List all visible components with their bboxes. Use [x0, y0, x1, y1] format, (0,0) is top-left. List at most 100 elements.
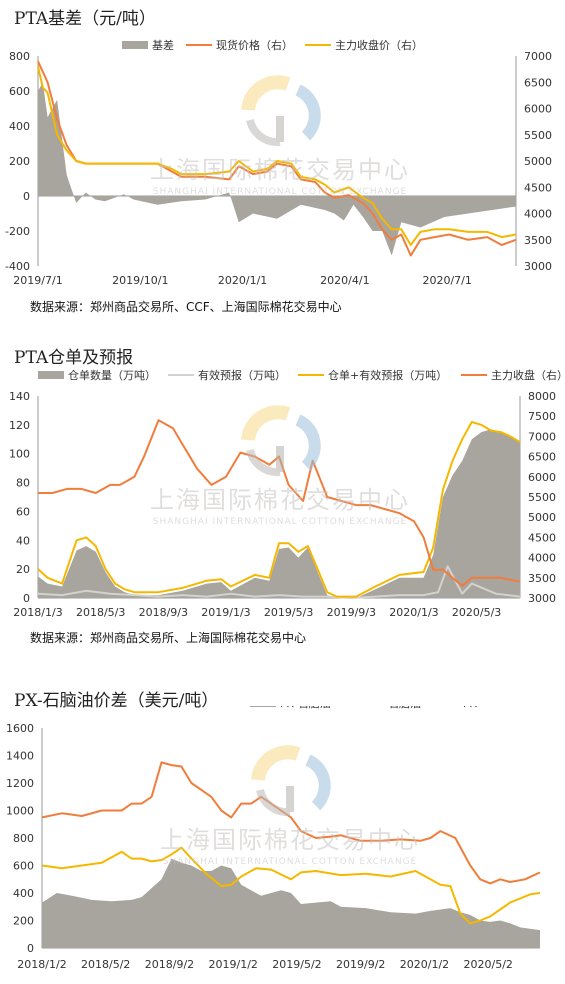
y-left-tick-label: 200 — [9, 155, 30, 168]
chart2-title: PTA仓单及预报 — [14, 348, 134, 368]
legend-label: PX — [463, 706, 478, 710]
y-left-tick-label: 600 — [9, 85, 30, 98]
legend-swatch-area — [122, 41, 148, 49]
y-left-tick-label: 400 — [13, 887, 34, 900]
y-right-tick-label: 6500 — [528, 451, 556, 464]
y-right-tick-label: 7500 — [528, 410, 556, 423]
x-tick-label: 2018/1/2 — [17, 958, 66, 971]
y-right-tick-label: 5000 — [528, 511, 556, 524]
chart1-source: 数据来源：郑州商品交易所、CCF、上海国际棉花交易中心 — [30, 300, 342, 314]
x-tick-label: 2019/5/3 — [264, 606, 313, 619]
y-right-tick-label: 6500 — [524, 76, 552, 89]
x-tick-label: 2019/5/2 — [272, 958, 321, 971]
legend-label: 仓单数量（万吨） — [68, 368, 156, 382]
y-left-tick-label: 1200 — [6, 777, 34, 790]
chart1-basis-chart: 800 600 400 200 0 -200 -400 7000 6500 6000 5500 500… — [5, 38, 552, 287]
chart1-title: PTA基差（元/吨） — [14, 9, 156, 29]
y-left-tick-label: 140 — [9, 390, 30, 403]
x-tick-label: 2018/9/3 — [139, 606, 188, 619]
legend-label: 现货价格（右） — [216, 38, 293, 52]
chart2-warehouse-chart: 140 120 100 80 60 40 20 0 8000 7500 7000 6500 6000 55… — [9, 368, 565, 619]
x-tick-label: 2018/5/3 — [76, 606, 125, 619]
x-tick-label: 2020/5/2 — [464, 958, 513, 971]
watermark-logo-gray-arc — [246, 118, 281, 147]
x-tick-label: 2020/1/3 — [389, 606, 438, 619]
y-right-tick-label: 5500 — [524, 129, 552, 142]
y-right-tick-label: 7000 — [524, 50, 552, 63]
watermark-logo-blue-arc — [295, 84, 321, 141]
legend-swatch-area — [38, 371, 64, 379]
y-right-tick-label: 7000 — [528, 430, 556, 443]
y-right-tick-label: 3500 — [524, 234, 552, 247]
y-left-tick-label: -400 — [5, 260, 30, 273]
y-right-tick-label: 3000 — [528, 592, 556, 605]
watermark-logo-yellow-arc — [241, 75, 291, 111]
x-tick-label: 2020/5/3 — [452, 606, 501, 619]
watermark-logo-blue-arc — [305, 754, 331, 811]
y-left-tick-label: 120 — [9, 419, 30, 432]
x-tick-label: 2018/5/2 — [81, 958, 130, 971]
chart3-title: PX-石脑油价差（美元/吨） — [14, 691, 219, 711]
series-area-0 — [38, 429, 520, 598]
watermark-logo-trunk — [276, 446, 284, 472]
x-tick-label: 2020/4/1 — [320, 274, 369, 287]
legend-label: 基差 — [152, 38, 174, 52]
y-right-tick-label: 4500 — [524, 181, 552, 194]
y-right-tick-label: 8000 — [528, 390, 556, 403]
y-right-tick-label: 3500 — [528, 572, 556, 585]
y-left-tick-label: 60 — [16, 505, 30, 518]
y-left-tick-label: 400 — [9, 120, 30, 133]
y-left-tick-label: 1000 — [6, 805, 34, 818]
series-line-1 — [41, 846, 541, 925]
y-right-tick-label: 5500 — [528, 491, 556, 504]
x-tick-label: 2019/1/3 — [201, 606, 250, 619]
legend-swatch-area — [250, 706, 276, 707]
series-line-2 — [37, 421, 521, 598]
legend-label: PX-石脑油 — [280, 706, 331, 710]
x-tick-label: 2018/9/2 — [145, 958, 194, 971]
y-left-tick-label: 20 — [16, 563, 30, 576]
y-left-tick-label: 40 — [16, 534, 30, 547]
watermark-text-cn: 上海国际棉花交易中心 — [160, 826, 420, 854]
x-tick-label: 2020/1/1 — [218, 274, 267, 287]
y-left-tick-label: 1400 — [6, 750, 34, 763]
watermark-logo-trunk — [286, 786, 294, 812]
series-area-0 — [42, 858, 540, 948]
y-left-tick-label: 200 — [13, 915, 34, 928]
y-left-tick-label: 1600 — [6, 722, 34, 735]
y-left-tick-label: 100 — [9, 448, 30, 461]
y-right-tick-label: 5000 — [524, 155, 552, 168]
y-right-tick-label: 3000 — [524, 260, 552, 273]
watermark-logo-yellow-arc — [251, 745, 301, 781]
x-tick-label: 2019/7/1 — [13, 274, 62, 287]
x-tick-label: 2019/9/3 — [327, 606, 376, 619]
y-left-tick-label: 800 — [9, 50, 30, 63]
watermark-text-cn: 上海国际棉花交易中心 — [150, 156, 410, 184]
watermark-logo-gray-arc — [246, 448, 281, 477]
watermark: 上海国际棉花交易中心 SHANGHAI INTERNATIONAL COTTON … — [150, 405, 410, 527]
series-area-0 — [38, 82, 516, 256]
y-left-tick-label: 800 — [13, 832, 34, 845]
legend-label: 主力收盘（右） — [491, 368, 565, 382]
watermark-text-en: SHANGHAI INTERNATIONAL COTTON EXCHANGE — [153, 187, 407, 197]
watermark: 上海国际棉花交易中心 SHANGHAI INTERNATIONAL COTTON … — [150, 75, 410, 197]
legend-label: 仓单+有效预报（万吨） — [328, 368, 447, 382]
y-right-tick-label: 4000 — [528, 552, 556, 565]
watermark-logo-trunk — [276, 116, 284, 142]
y-left-tick-label: 0 — [23, 592, 30, 605]
watermark: 上海国际棉花交易中心 SHANGHAI INTERNATIONAL COTTON … — [160, 745, 420, 867]
watermark-logo-gray-arc — [256, 788, 291, 817]
watermark-logo-blue-arc — [295, 414, 321, 471]
y-right-tick-label: 6000 — [524, 103, 552, 116]
y-left-tick-label: 600 — [13, 860, 34, 873]
legend-label: 石脑油 — [388, 706, 421, 710]
y-left-tick-label: 0 — [27, 942, 34, 955]
legend-label: 有效预报（万吨） — [198, 368, 286, 382]
watermark-logo-yellow-arc — [241, 405, 291, 441]
watermark-text-cn: 上海国际棉花交易中心 — [150, 486, 410, 514]
legend-label: 主力收盘价（右） — [335, 38, 423, 52]
x-tick-label: 2018/1/3 — [13, 606, 62, 619]
series-line-1 — [37, 565, 521, 599]
y-left-tick-label: 80 — [16, 477, 30, 490]
x-tick-label: 2020/7/1 — [422, 274, 471, 287]
